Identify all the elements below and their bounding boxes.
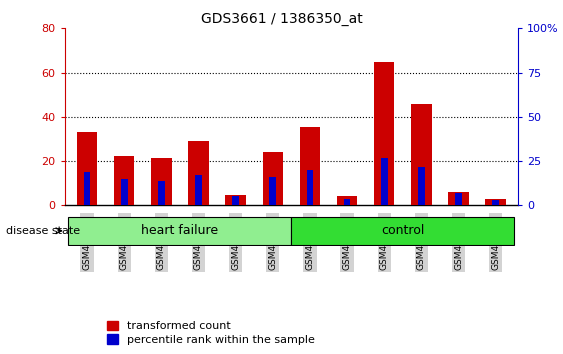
Text: control: control xyxy=(381,224,425,238)
Bar xyxy=(448,192,469,205)
Bar xyxy=(381,158,387,205)
Bar xyxy=(337,196,358,205)
Text: disease state: disease state xyxy=(6,226,80,236)
Text: heart failure: heart failure xyxy=(141,224,218,238)
Bar xyxy=(344,199,350,205)
Bar xyxy=(121,179,128,205)
FancyBboxPatch shape xyxy=(69,217,292,245)
Bar xyxy=(455,193,462,205)
Bar xyxy=(411,104,432,205)
Bar xyxy=(158,181,164,205)
FancyBboxPatch shape xyxy=(292,217,514,245)
Bar xyxy=(307,170,313,205)
Bar xyxy=(188,141,209,205)
Bar xyxy=(492,200,499,205)
Bar xyxy=(114,155,135,205)
Bar xyxy=(262,152,283,205)
Bar xyxy=(195,175,202,205)
Bar xyxy=(233,196,239,205)
Bar xyxy=(77,132,97,205)
Bar xyxy=(374,62,395,205)
Bar xyxy=(485,199,506,205)
Text: GDS3661 / 1386350_at: GDS3661 / 1386350_at xyxy=(200,12,363,27)
Bar xyxy=(84,172,91,205)
Bar xyxy=(151,158,172,205)
Bar xyxy=(300,127,320,205)
Bar xyxy=(225,195,246,205)
Legend: transformed count, percentile rank within the sample: transformed count, percentile rank withi… xyxy=(107,321,315,345)
Bar xyxy=(270,177,276,205)
Bar xyxy=(418,167,425,205)
